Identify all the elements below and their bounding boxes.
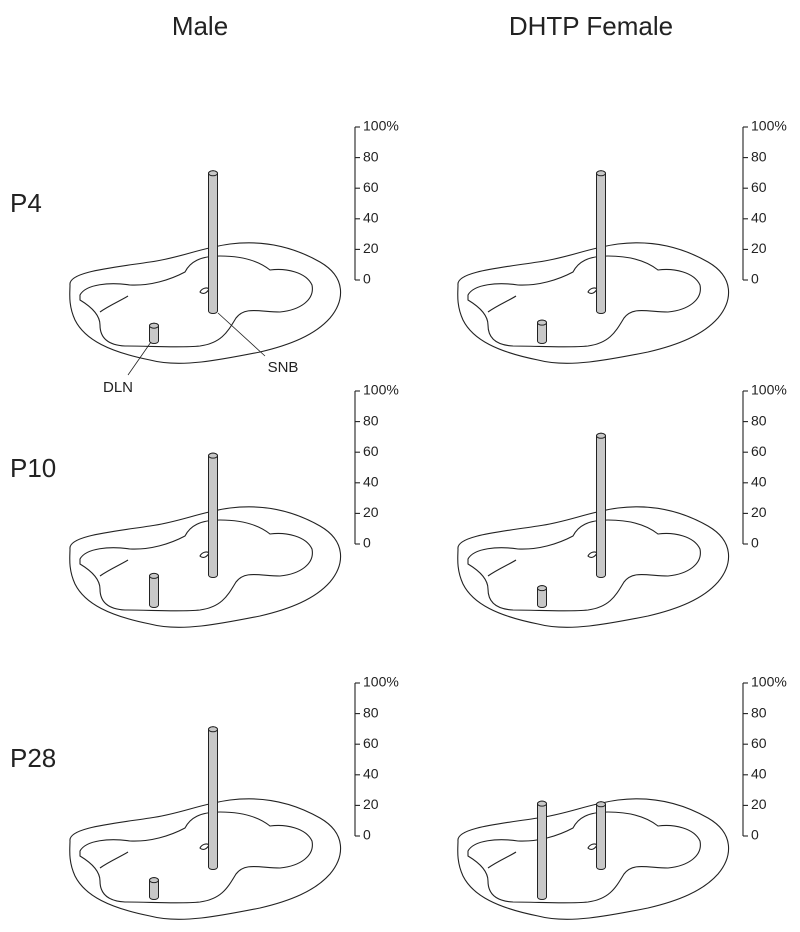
y-tick-label: 100%	[363, 382, 399, 398]
column-title: DHTP Female	[509, 11, 673, 41]
y-tick-label: 100%	[751, 382, 787, 398]
cylinder-cap	[208, 170, 218, 177]
y-tick-label: 0	[363, 827, 371, 843]
cylinder-cap	[537, 319, 547, 326]
central-canal	[587, 551, 598, 558]
y-tick-label: 40	[751, 474, 767, 490]
cylinder-cap	[596, 801, 606, 808]
panel: 0 20 40 60 80 100%	[457, 674, 787, 920]
gray-matter-outline	[79, 811, 313, 904]
y-tick-label: 100%	[751, 118, 787, 134]
y-tick-label: 60	[363, 443, 379, 459]
cylinder	[208, 726, 218, 870]
y-tick-label: 40	[751, 766, 767, 782]
cord-outline	[457, 506, 730, 628]
central-canal	[199, 551, 210, 558]
category-label: DLN	[103, 379, 133, 396]
y-tick-label: 20	[751, 240, 767, 256]
y-tick-label: 60	[751, 735, 767, 751]
y-tick-label: 20	[363, 796, 379, 812]
gray-matter-outline	[467, 255, 701, 348]
y-tick-label: 40	[363, 766, 379, 782]
cylinder-cap	[537, 800, 547, 807]
column-title: Male	[172, 11, 228, 41]
y-tick-label: 60	[751, 179, 767, 195]
cylinder-cap	[208, 726, 218, 733]
y-tick-label: 0	[363, 535, 371, 551]
central-canal	[199, 843, 210, 850]
row-title: P28	[10, 743, 56, 773]
gray-matter-outline	[79, 519, 313, 612]
y-tick-label: 100%	[363, 118, 399, 134]
y-tick-label: 40	[363, 474, 379, 490]
cylinder-cap	[149, 572, 159, 579]
gray-matter-outline	[79, 255, 313, 348]
cylinder-cap	[596, 170, 606, 177]
y-tick-label: 0	[751, 535, 759, 551]
panel: 0 20 40 60 80 100% DLN SNB	[69, 118, 399, 396]
category-label: SNB	[268, 359, 299, 376]
panel: 0 20 40 60 80 100%	[69, 674, 399, 920]
cord-outline	[69, 506, 342, 628]
cylinder	[208, 452, 218, 578]
gray-matter-outline	[467, 519, 701, 612]
cylinder	[596, 170, 606, 314]
panel: 0 20 40 60 80 100%	[457, 118, 787, 364]
y-tick-label: 60	[751, 443, 767, 459]
cord-outline	[69, 242, 342, 364]
central-canal	[587, 843, 598, 850]
y-tick-label: 0	[751, 271, 759, 287]
y-tick-label: 0	[363, 271, 371, 287]
y-tick-label: 40	[363, 210, 379, 226]
central-canal	[587, 287, 598, 294]
panel: 0 20 40 60 80 100%	[457, 382, 787, 628]
cylinder-cap	[208, 452, 218, 459]
y-tick-label: 20	[751, 796, 767, 812]
y-tick-label: 60	[363, 179, 379, 195]
cylinder-cap	[596, 432, 606, 439]
cylinder	[208, 170, 218, 314]
y-tick-label: 40	[751, 210, 767, 226]
cord-outline	[457, 242, 730, 364]
y-tick-label: 80	[751, 704, 767, 720]
row-title: P10	[10, 453, 56, 483]
cylinder-cap	[149, 877, 159, 884]
panel: 0 20 40 60 80 100%	[69, 382, 399, 628]
cylinder	[537, 800, 547, 900]
y-tick-label: 80	[751, 148, 767, 164]
y-tick-label: 60	[363, 735, 379, 751]
y-tick-label: 0	[751, 827, 759, 843]
central-canal	[199, 287, 210, 294]
y-tick-label: 100%	[363, 674, 399, 690]
cylinder-cap	[149, 322, 159, 329]
y-tick-label: 20	[363, 504, 379, 520]
cord-outline	[457, 798, 730, 920]
y-tick-label: 80	[363, 148, 379, 164]
y-tick-label: 20	[751, 504, 767, 520]
cylinder-cap	[537, 585, 547, 592]
leader-line	[217, 312, 266, 357]
leader-line	[127, 341, 152, 376]
gray-matter-outline	[467, 811, 701, 904]
y-tick-label: 100%	[751, 674, 787, 690]
row-title: P4	[10, 188, 42, 218]
cord-outline	[69, 798, 342, 920]
cylinder	[596, 801, 606, 870]
y-tick-label: 80	[363, 412, 379, 428]
y-tick-label: 80	[363, 704, 379, 720]
cylinder	[596, 432, 606, 578]
y-tick-label: 80	[751, 412, 767, 428]
y-tick-label: 20	[363, 240, 379, 256]
